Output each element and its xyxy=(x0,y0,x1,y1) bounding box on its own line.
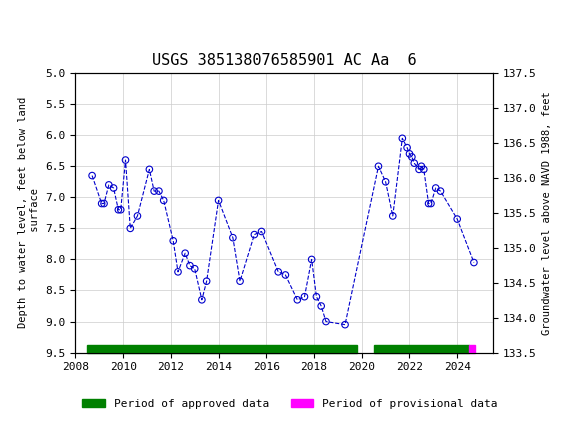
Point xyxy=(281,271,290,278)
Point xyxy=(190,265,200,272)
Point xyxy=(405,150,414,157)
Point xyxy=(150,187,159,194)
Point xyxy=(414,166,423,173)
Point xyxy=(419,166,429,173)
Point xyxy=(214,197,223,204)
Point xyxy=(121,157,130,163)
Point xyxy=(293,296,302,303)
Point xyxy=(133,212,142,219)
Point xyxy=(159,197,168,204)
Point xyxy=(340,321,350,328)
Point xyxy=(274,268,283,275)
Point xyxy=(126,225,135,232)
Point xyxy=(154,187,164,194)
Point xyxy=(235,278,245,285)
Point xyxy=(99,200,108,207)
Y-axis label: Depth to water level, feet below land
 surface: Depth to water level, feet below land su… xyxy=(19,97,40,329)
Legend: Period of approved data, Period of provisional data: Period of approved data, Period of provi… xyxy=(78,395,502,414)
Point xyxy=(97,200,106,207)
Point xyxy=(417,163,426,170)
Point xyxy=(431,184,440,191)
Point xyxy=(116,206,125,213)
Bar xyxy=(469,344,475,353)
Point xyxy=(409,160,419,166)
Point xyxy=(452,215,462,222)
Point xyxy=(202,278,211,285)
Y-axis label: Groundwater level above NAVD 1988, feet: Groundwater level above NAVD 1988, feet xyxy=(542,91,552,335)
Point xyxy=(398,135,407,142)
Bar xyxy=(88,344,357,353)
Point xyxy=(197,296,206,303)
Point xyxy=(469,259,478,266)
Point xyxy=(321,318,331,325)
Point xyxy=(300,293,309,300)
Point xyxy=(169,237,178,244)
Text: ▒USGS: ▒USGS xyxy=(7,15,66,37)
Point xyxy=(317,303,326,310)
Point xyxy=(381,178,390,185)
Point xyxy=(374,163,383,170)
Point xyxy=(173,268,183,275)
Point xyxy=(388,212,397,219)
Point xyxy=(145,166,154,173)
Point xyxy=(104,181,114,188)
Title: USGS 385138076585901 AC Aa  6: USGS 385138076585901 AC Aa 6 xyxy=(152,53,416,68)
Point xyxy=(180,250,190,257)
Point xyxy=(424,200,433,207)
Point xyxy=(403,144,412,151)
Point xyxy=(250,231,259,238)
Point xyxy=(307,256,316,263)
Point xyxy=(426,200,436,207)
Point xyxy=(185,262,194,269)
Point xyxy=(88,172,97,179)
Bar xyxy=(374,344,469,353)
Point xyxy=(114,206,123,213)
Point xyxy=(257,228,266,235)
Point xyxy=(436,187,445,194)
Point xyxy=(312,293,321,300)
Point xyxy=(229,234,238,241)
Point xyxy=(109,184,118,191)
Point xyxy=(407,154,416,160)
